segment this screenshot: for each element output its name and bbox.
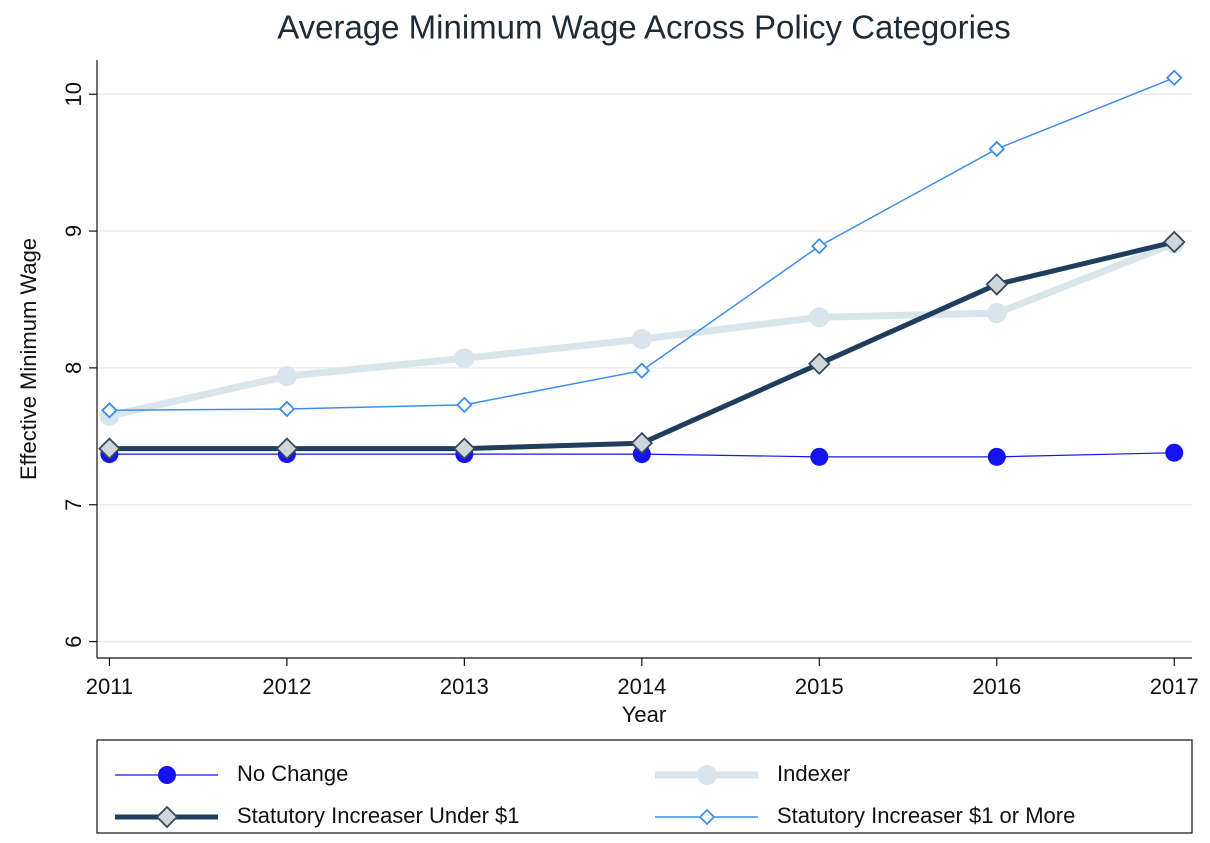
y-tick-label: 6 — [61, 635, 86, 647]
point — [276, 366, 297, 387]
point — [278, 400, 296, 418]
y-tick-label: 7 — [61, 499, 86, 511]
point — [453, 437, 476, 460]
x-tick-label: 2013 — [440, 674, 489, 699]
legend-label: Indexer — [777, 761, 850, 786]
x-tick-label: 2015 — [795, 674, 844, 699]
legend-label: No Change — [237, 761, 348, 786]
point — [456, 396, 473, 414]
point — [631, 329, 652, 350]
point — [630, 431, 654, 455]
y-tick-label: 10 — [61, 82, 86, 106]
point — [988, 140, 1006, 158]
point — [1165, 443, 1184, 462]
point — [633, 362, 651, 379]
y-tick-label: 8 — [61, 362, 86, 374]
point — [275, 437, 299, 460]
y-tick-label: 9 — [61, 225, 86, 237]
legend-marker — [698, 808, 716, 826]
point — [808, 352, 831, 376]
point — [809, 307, 830, 328]
x-tick-label: 2017 — [1150, 674, 1199, 699]
point — [810, 447, 829, 466]
x-tick-label: 2014 — [617, 674, 666, 699]
x-tick-label: 2011 — [86, 674, 133, 699]
chart-title: Average Minimum Wage Across Policy Categ… — [277, 9, 1011, 46]
point — [1162, 230, 1186, 254]
legend-marker — [158, 766, 176, 784]
point — [987, 447, 1006, 466]
legend-label: Statutory Increaser $1 or More — [777, 803, 1075, 828]
point — [454, 348, 475, 369]
legend-box — [96, 739, 1193, 834]
legend-label: Statutory Increaser Under $1 — [237, 803, 519, 828]
point — [811, 237, 828, 255]
point — [986, 303, 1007, 324]
point — [985, 273, 1009, 296]
x-tick-label: 2012 — [262, 674, 311, 699]
legend-marker — [155, 805, 179, 829]
x-tick-label: 2016 — [972, 674, 1021, 699]
point — [1165, 69, 1183, 87]
y-axis-label: Effective Minimum Wage — [16, 238, 41, 480]
x-axis-label: Year — [622, 702, 666, 727]
legend-marker — [697, 765, 717, 785]
point — [98, 437, 121, 460]
point — [101, 402, 118, 419]
